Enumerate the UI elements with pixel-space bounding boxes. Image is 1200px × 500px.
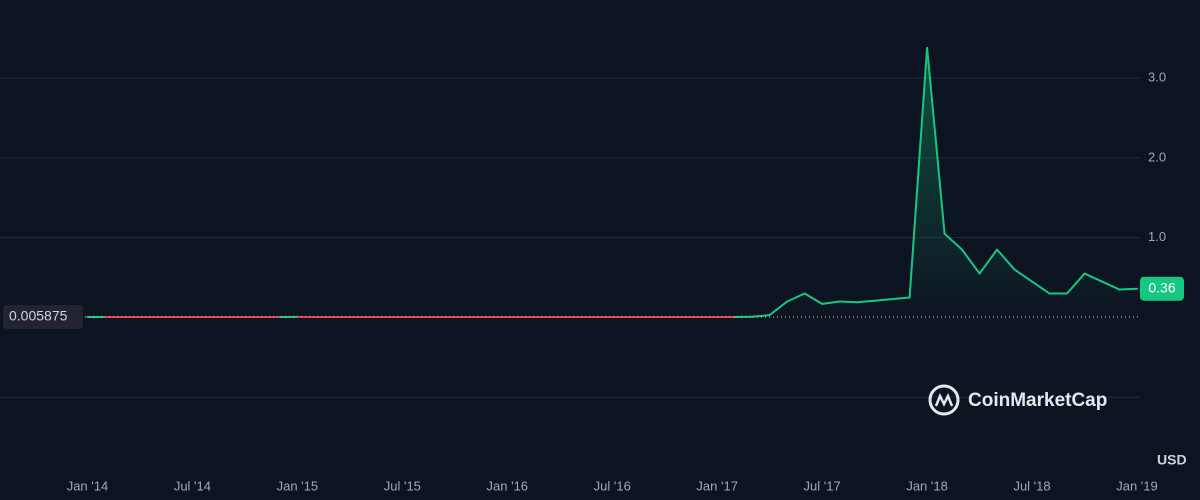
price-segment: [856, 299, 876, 304]
price-segment: [1101, 280, 1121, 291]
price-segment: [943, 232, 964, 251]
x-tick-label: Jan '14: [67, 478, 109, 493]
price-segment: [1118, 287, 1138, 291]
last-price-box: [1140, 276, 1184, 301]
x-tick-label: Jan '17: [696, 478, 738, 493]
x-tick-label: Jul '14: [174, 478, 211, 493]
price-segment: [873, 298, 894, 302]
logo: [928, 384, 960, 416]
x-tick-label: Jul '18: [1013, 478, 1050, 493]
price-segment: [908, 46, 929, 299]
x-tick-label: Jul '17: [804, 478, 841, 493]
start-price-box: [3, 304, 83, 329]
y-tick-label: 2.0: [1148, 149, 1166, 164]
x-tick-label: Jul '15: [384, 478, 421, 493]
x-tick-label: Jan '18: [906, 478, 948, 493]
currency-label: USD: [1157, 452, 1187, 468]
x-tick-label: Jan '19: [1116, 478, 1158, 493]
price-segment: [891, 296, 911, 301]
price-segment: [1031, 280, 1051, 295]
watermark: CoinMarketCap: [928, 384, 1107, 416]
price-segment: [1066, 272, 1086, 295]
y-tick-label: 3.0: [1148, 70, 1166, 85]
price-segment: [1013, 268, 1034, 283]
logo-mark: [934, 392, 954, 407]
watermark-text: CoinMarketCap: [968, 390, 1107, 411]
price-segment: [821, 300, 841, 305]
price-segment: [768, 300, 789, 317]
price-area: [87, 47, 1137, 317]
price-segment: [838, 300, 859, 304]
price-segment: [961, 248, 981, 275]
price-segment: [786, 292, 806, 303]
start-price-label: 0.005875: [9, 308, 68, 324]
price-segment: [996, 248, 1016, 271]
y-tick-label: 1.0: [1148, 229, 1166, 244]
price-segment: [926, 46, 946, 235]
x-tick-label: Jan '15: [277, 478, 319, 493]
price-segment: [751, 314, 771, 318]
x-tick-label: Jan '16: [487, 478, 529, 493]
price-segment: [1083, 272, 1104, 283]
last-price-label: 0.36: [1148, 279, 1175, 295]
price-segment: [803, 292, 824, 305]
price-segment: [978, 248, 999, 275]
x-tick-label: Jul '16: [594, 478, 631, 493]
